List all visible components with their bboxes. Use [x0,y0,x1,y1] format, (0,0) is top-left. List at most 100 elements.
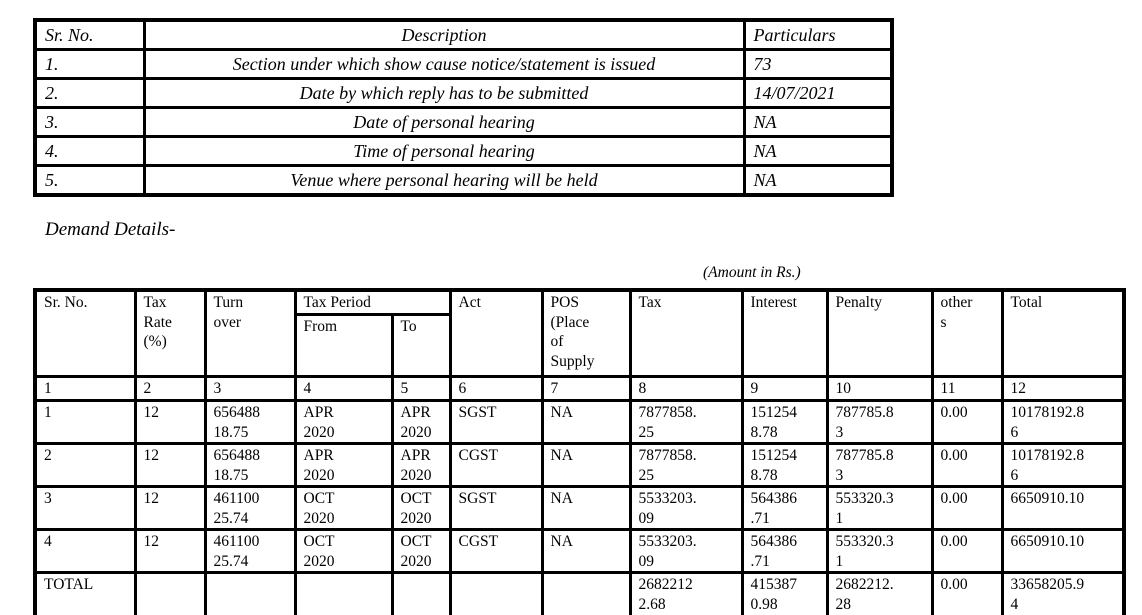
table-row: 3 12 461100 25.74 OCT 2020 OCT 2020 SGST… [33,485,1126,532]
cell-description: Date of personal hearing [142,106,746,138]
cell-total: 6650910.10 [1000,528,1126,575]
cell-sr-no: 3 [33,485,137,532]
column-number: 9 [740,375,829,402]
cell-tax: 5533203. 09 [628,485,744,532]
column-number: 5 [390,375,452,402]
demand-details-table: Sr. No. Tax Rate (%) Turn over Tax Perio… [33,288,1127,615]
column-number: 8 [628,375,744,402]
cell-to: OCT 2020 [390,485,452,532]
col-header-total: Total [1000,288,1126,378]
table-row: 2 12 656488 18.75 APR 2020 APR 2020 CGST… [33,442,1126,489]
table-row: 1. Section under which show cause notice… [33,48,894,80]
column-number: 2 [133,375,207,402]
cell-from [293,571,394,615]
table-row: 5. Venue where personal hearing will be … [33,164,894,197]
cell-description: Section under which show cause notice/st… [142,48,746,80]
table-row: 1 12 656488 18.75 APR 2020 APR 2020 SGST… [33,398,1126,446]
cell-to [390,571,452,615]
column-number: 1 [33,375,137,402]
column-number-row: 1 2 3 4 5 6 7 8 9 10 11 12 [33,375,1126,402]
cell-from: APR 2020 [293,442,394,489]
column-number: 11 [930,375,1004,402]
cell-turnover: 461100 25.74 [203,485,297,532]
cell-others: 0.00 [930,528,1004,575]
col-header-particulars: Particulars [742,18,894,51]
cell-from: APR 2020 [293,398,394,446]
col-header-sr-no: Sr. No. [33,18,146,51]
table-row: 4 12 461100 25.74 OCT 2020 OCT 2020 CGST… [33,528,1126,575]
col-header-to: To [390,313,452,378]
cell-interest: 151254 8.78 [740,398,829,446]
cell-sr-no: 2. [33,77,146,109]
cell-turnover: 656488 18.75 [203,442,297,489]
section-heading: Demand Details- [45,219,176,240]
col-header-pos: POS (Place of Supply [540,288,632,378]
cell-total: 33658205.9 4 [1000,571,1126,615]
cell-interest: 415387 0.98 [740,571,829,615]
cell-from: OCT 2020 [293,485,394,532]
col-header-from: From [293,313,394,378]
cell-description: Date by which reply has to be submitted [142,77,746,109]
cell-to: APR 2020 [390,442,452,489]
cell-particulars: 73 [742,48,894,80]
cell-particulars: NA [742,106,894,138]
cell-turnover: 461100 25.74 [203,528,297,575]
col-header-turnover: Turn over [203,288,297,378]
cell-particulars: NA [742,135,894,167]
cell-interest: 564386 .71 [740,528,829,575]
table-header-row: Sr. No. Description Particulars [33,18,894,51]
cell-pos: NA [540,485,632,532]
cell-total: 10178192.8 6 [1000,442,1126,489]
cell-tax-rate: 12 [133,398,207,446]
col-header-tax: Tax [628,288,744,378]
table-row: 4. Time of personal hearing NA [33,135,894,167]
cell-pos [540,571,632,615]
cell-to: APR 2020 [390,398,452,446]
cell-sr-no: 4 [33,528,137,575]
column-number: 7 [540,375,632,402]
cell-from: OCT 2020 [293,528,394,575]
cell-act: SGST [448,398,544,446]
cell-sr-no: 5. [33,164,146,197]
cell-pos: NA [540,528,632,575]
cell-tax-rate: 12 [133,442,207,489]
cell-tax: 7877858. 25 [628,398,744,446]
column-number: 4 [293,375,394,402]
cell-others: 0.00 [930,485,1004,532]
cell-interest: 151254 8.78 [740,442,829,489]
cell-act [448,571,544,615]
col-header-interest: Interest [740,288,829,378]
col-header-penalty: Penalty [825,288,934,378]
cell-tax-rate: 12 [133,528,207,575]
column-number: 6 [448,375,544,402]
cell-penalty: 787785.8 3 [825,398,934,446]
col-header-description: Description [142,18,746,51]
cell-act: SGST [448,485,544,532]
cell-tax: 5533203. 09 [628,528,744,575]
cell-pos: NA [540,442,632,489]
cell-sr-no: 4. [33,135,146,167]
table-header-row: Sr. No. Tax Rate (%) Turn over Tax Perio… [33,288,1126,378]
cell-total: 6650910.10 [1000,485,1126,532]
cell-turnover: 656488 18.75 [203,398,297,446]
cell-pos: NA [540,398,632,446]
column-number: 12 [1000,375,1126,402]
cell-others: 0.00 [930,571,1004,615]
cell-act: CGST [448,442,544,489]
table-row: 3. Date of personal hearing NA [33,106,894,138]
cell-tax: 7877858. 25 [628,442,744,489]
cell-interest: 564386 .71 [740,485,829,532]
column-number: 3 [203,375,297,402]
table-row: 2. Date by which reply has to be submitt… [33,77,894,109]
cell-tax-rate: 12 [133,485,207,532]
cell-sr-no: 1 [33,398,137,446]
cell-tax: 2682212 2.68 [628,571,744,615]
col-header-others: other s [930,288,1004,378]
notice-details-table: Sr. No. Description Particulars 1. Secti… [33,18,894,197]
cell-sr-no: 3. [33,106,146,138]
table-subheader-row: From To [35,313,1124,378]
cell-others: 0.00 [930,398,1004,446]
cell-others: 0.00 [930,442,1004,489]
cell-description: Venue where personal hearing will be hel… [142,164,746,197]
